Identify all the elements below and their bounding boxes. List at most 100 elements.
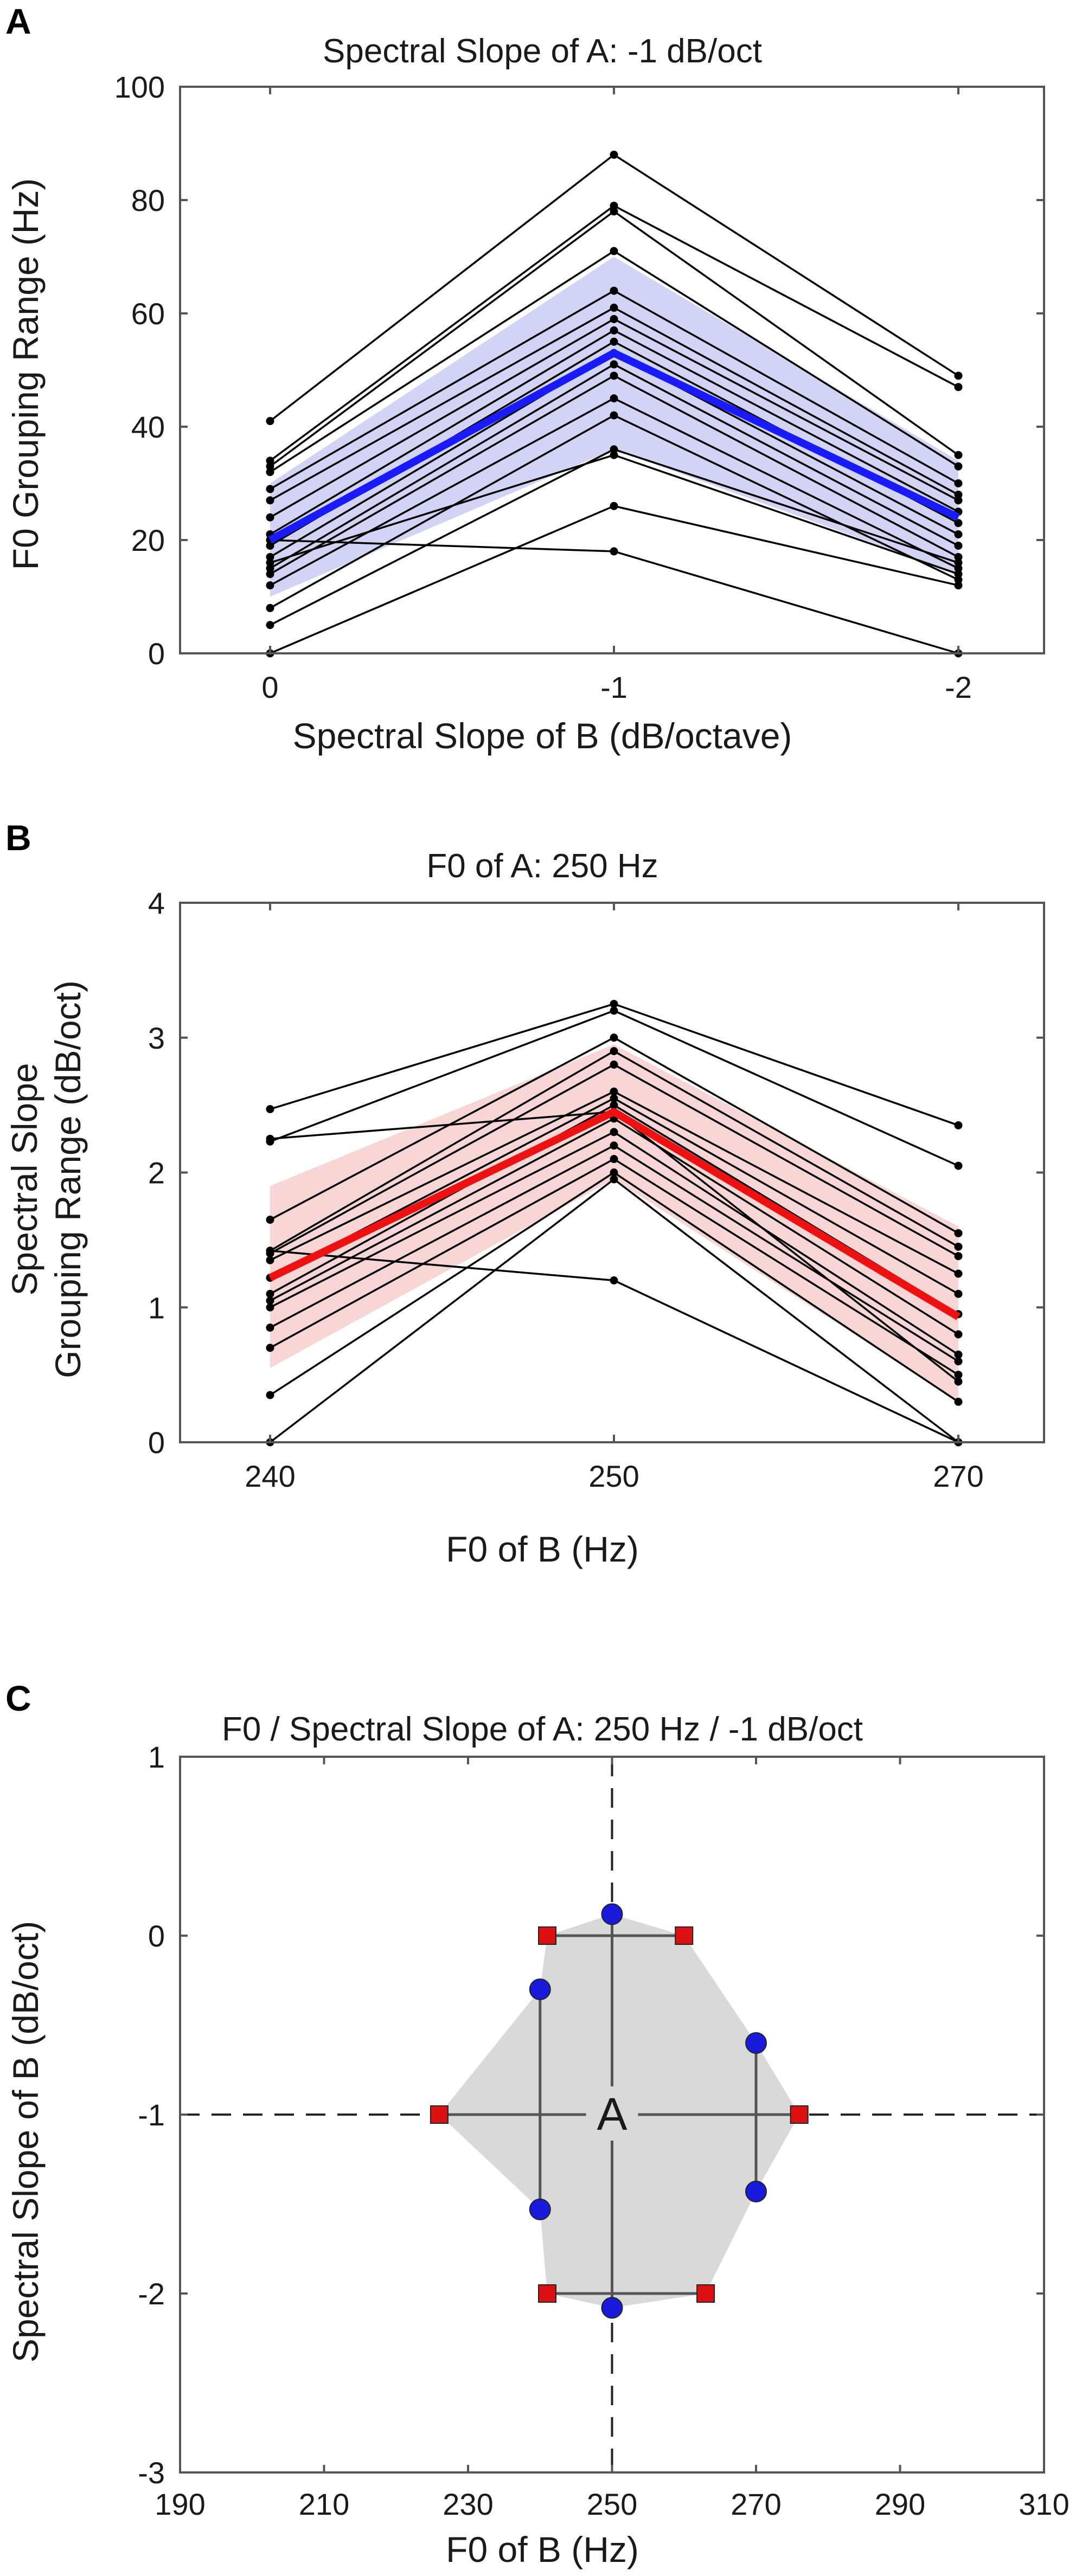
panel-a-subject-point (266, 468, 274, 477)
panel-b-subject-point (610, 1175, 618, 1184)
panel-b-subject-point (610, 1101, 618, 1109)
panel-a-x-axis-label: Spectral Slope of B (dB/octave) (293, 716, 792, 756)
panel-b-subject-point (266, 1324, 274, 1332)
panel-a-y-tick-label: 20 (131, 523, 165, 557)
panel-c-y-axis-label: Spectral Slope of B (dB/oct) (5, 1921, 46, 2362)
panel-a-subject-point (266, 462, 274, 471)
panel-b-subject-point (610, 1276, 618, 1284)
panel-b-subject-point (266, 1247, 274, 1255)
panel-a-subject-point (610, 451, 618, 459)
panel-a-subject-point (610, 547, 618, 556)
panel-c-red-square-marker (675, 1926, 694, 1945)
panel-c-red-square-marker (538, 2284, 557, 2303)
panel-b-x-tick-label: 270 (933, 1459, 983, 1493)
panel-b-y-tick-label: 2 (148, 1156, 165, 1190)
panel-a-subject-point (610, 360, 618, 369)
panel-c-x-tick-label: 230 (443, 2487, 493, 2521)
panel-a-subject-point (610, 337, 618, 346)
panel-b-subject-point (610, 1061, 618, 1069)
panel-b-subject-point (266, 1296, 274, 1305)
panel-b-subject-point (266, 1391, 274, 1399)
panel-b-subject-point (266, 1105, 274, 1114)
panel-a-y-tick-label: 80 (131, 183, 165, 217)
panel-a-subject-point (266, 417, 274, 426)
panel-a-subject-point (266, 564, 274, 573)
panel-a-subject-point (266, 457, 274, 465)
panel-a-subject-point (266, 603, 274, 612)
panel-c-y-tick-label: 0 (148, 1919, 165, 1953)
panel-a-y-tick-label: 60 (131, 297, 165, 331)
panel-b-title: F0 of A: 250 Hz (426, 847, 658, 885)
panel-b-subject-point (954, 1161, 963, 1170)
panel-a-subject-point (610, 150, 618, 159)
panel-letter-a: A (5, 1, 31, 41)
panel-a-subject-point (610, 445, 618, 454)
panel-b-subject-point (954, 1350, 963, 1359)
panel-letter-c: C (5, 1678, 31, 1718)
panel-a-subject-point (266, 558, 274, 567)
panel-c-red-square-marker (538, 1926, 557, 1945)
panel-b-confidence-band (270, 1044, 958, 1402)
panel-a-subject-point (266, 496, 274, 505)
panel-a-subject-point (266, 581, 274, 590)
panel-b-subject-point (954, 1121, 963, 1129)
panel-a-subject-point (266, 513, 274, 522)
panel-a-subject-point (954, 530, 963, 539)
panel-b-subject-point (266, 1289, 274, 1298)
panel-a-subject-point (266, 485, 274, 493)
panel-a-y-tick-label: 40 (131, 410, 165, 444)
panel-c-blue-circle-marker (745, 2032, 767, 2054)
panel-a-subject-point (954, 496, 963, 505)
panel-b-subject-point (954, 1377, 963, 1386)
panel-a-subject-point (954, 462, 963, 471)
panel-c-title: F0 / Spectral Slope of A: 250 Hz / -1 dB… (222, 1711, 863, 1748)
panel-c-red-square-marker (790, 2105, 809, 2124)
panel-c-x-tick-label: 290 (875, 2487, 925, 2521)
panel-a-subject-point (954, 371, 963, 380)
panel-b-subject-point (610, 1168, 618, 1177)
panel-a-subject-point (954, 553, 963, 561)
panel-c-blue-circle-marker (601, 1903, 623, 1925)
panel-b-mean-line (268, 1108, 961, 1320)
panel-a-mean-line (268, 349, 961, 544)
panel-a-subject-point (610, 201, 618, 210)
panel-c: C F0 / Spectral Slope of A: 250 Hz / -1 … (5, 1678, 1070, 2569)
panel-c-y-tick-label: -2 (138, 2277, 165, 2311)
panel-a-subject-point (954, 519, 963, 528)
panel-a: A Spectral Slope of A: -1 dB/oct Spectra… (5, 1, 1045, 756)
panel-a-subject-point (954, 575, 963, 584)
panel-a-subject-point (610, 314, 618, 323)
panel-b-subject-point (954, 1397, 963, 1406)
panel-b-subject-point (266, 1216, 274, 1224)
panel-a-subject-line-17 (270, 539, 959, 654)
panel-b-subject-point (610, 1006, 618, 1015)
panel-c-y-tick-label: -3 (138, 2456, 165, 2490)
panel-b-y-axis-label-line1: Spectral Slope (4, 1063, 44, 1295)
panel-b-y-tick-label: 4 (148, 886, 165, 920)
panel-c-red-square-marker (430, 2105, 449, 2124)
panel-b-subject-point (954, 1330, 963, 1339)
panel-b-x-tick-label: 240 (245, 1459, 295, 1493)
panel-b-subject-point (954, 1357, 963, 1366)
panel-c-x-tick-label: 270 (731, 2487, 781, 2521)
panel-a-y-tick-label: 0 (148, 637, 165, 671)
panel-c-blue-circle-marker (529, 1978, 551, 2000)
panel-b-subject-point (954, 1242, 963, 1251)
panel-a-subject-point (266, 621, 274, 629)
panel-b-subject-point (266, 1344, 274, 1352)
panel-c-y-tick-label: -1 (138, 2098, 165, 2132)
panel-c-blue-circle-marker (529, 2198, 551, 2220)
panel-a-subject-point (266, 570, 274, 579)
panel-c-blue-circle-marker (601, 2297, 623, 2319)
panel-b-subject-point (954, 1289, 963, 1298)
panel-b-subject-point (954, 1269, 963, 1278)
panel-c-blue-circle-marker (745, 2180, 767, 2202)
panel-b-subject-point (954, 1371, 963, 1379)
panel-b-subject-point (954, 1252, 963, 1261)
panel-a-subject-point (266, 541, 274, 550)
panel-c-center-label: A (597, 2089, 627, 2140)
panel-letter-b: B (5, 818, 31, 858)
panel-a-subject-point (610, 394, 618, 403)
panel-a-subject-point (610, 502, 618, 510)
